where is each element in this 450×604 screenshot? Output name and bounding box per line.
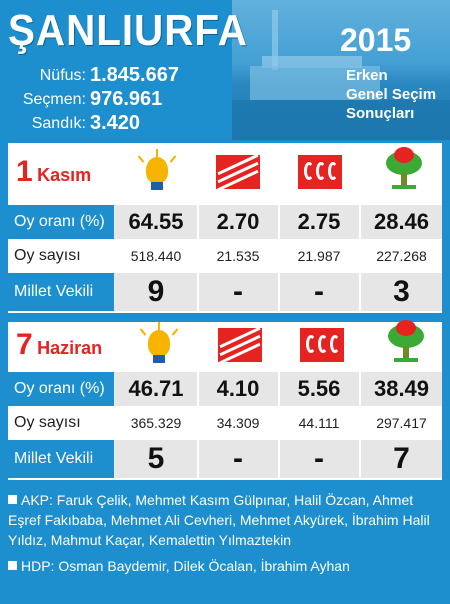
mps-row-label: Millet Vekili [8,440,114,478]
header: ŞANLIURFA 2015 Erken Genel Seçim Sonuçla… [0,0,450,140]
mhp-crescents-icon [292,322,352,368]
mps-cell: 7 [393,442,410,475]
party-logo-row: 1 Kasım [8,143,442,201]
votes-cell: 21.535 [216,248,260,264]
mhp-crescents-icon [290,149,350,195]
hdp-tree-icon [374,147,434,193]
date-label-kasim: 1 Kasım [16,155,92,188]
stat-population: Nüfus: 1.845.667 [39,64,179,86]
share-row: Oy oranı (%) 64.55 2.70 2.75 28.46 [8,205,442,239]
votes-row: Oy sayısı 518.440 21.535 21.987 227.268 [8,241,442,271]
share-cell: 4.10 [216,376,260,401]
votes-cell: 21.987 [297,248,341,264]
election-year: 2015 [340,22,412,58]
city-photo [232,0,450,140]
city-stats: Nüfus: 1.845.667 Seçmen: 976.961 Sandık:… [14,64,214,136]
share-cell: 38.49 [373,376,430,401]
votes-cell: 227.268 [376,248,427,264]
city-title: ŞANLIURFA [8,6,248,55]
share-cell: 28.46 [373,209,430,234]
bullet-square-icon [8,495,17,504]
mps-row-label: Millet Vekili [8,273,114,311]
mps-cell: 5 [147,442,165,475]
results-panel-haziran: 7 Haziran Oy oranı (%) 46.71 4.10 5.56 3… [8,320,442,480]
akp-mps-list: AKP: Faruk Çelik, Mehmet Kasım Gülpınar,… [8,492,430,548]
share-cell: 5.56 [297,376,341,401]
mps-cell: - [233,275,243,308]
share-cell: 46.71 [128,376,184,401]
results-panel-kasim: 1 Kasım Oy oranı (%) 64.55 2.70 2.75 28.… [8,143,442,313]
chp-arrows-icon [210,322,270,368]
date-label-haziran: 7 Haziran [16,328,103,361]
mps-cell: - [314,275,324,308]
stat-voters: Seçmen: 976.961 [22,88,163,110]
party-logo-row: 7 Haziran [8,320,442,370]
votes-cell: 34.309 [216,415,260,431]
votes-row-label: Oy sayısı [8,408,114,438]
votes-cell: 44.111 [298,415,340,431]
mps-cell: - [314,442,324,475]
mps-row: Millet Vekili 9 - - 3 [8,273,442,311]
votes-cell: 365.329 [130,415,182,431]
akp-bulb-icon [126,149,186,195]
votes-cell: 518.440 [130,248,182,264]
votes-cell: 297.417 [376,415,427,431]
mps-cell: 3 [393,275,410,308]
votes-row-label: Oy sayısı [8,241,114,271]
share-cell: 2.70 [216,209,260,234]
election-subtitle: Erken Genel Seçim Sonuçları [346,67,437,122]
share-cell: 64.55 [128,209,184,234]
stat-ballot-boxes: Sandık: 3.420 [31,112,141,134]
mps-row: Millet Vekili 5 - - 7 [8,440,442,478]
akp-bulb-icon [128,322,188,368]
hdp-mps-list: HDP: Osman Baydemir, Dilek Öcalan, İbrah… [8,556,442,576]
bullet-square-icon [8,561,17,570]
votes-row: Oy sayısı 365.329 34.309 44.111 297.417 [8,408,442,438]
share-row-label: Oy oranı (%) [8,205,114,239]
hdp-tree-icon [376,320,436,366]
elected-mps-footer: AKP: Faruk Çelik, Mehmet Kasım Gülpınar,… [0,482,450,604]
chp-arrows-icon [208,149,268,195]
share-row: Oy oranı (%) 46.71 4.10 5.56 38.49 [8,372,442,406]
mps-cell: - [233,442,243,475]
mps-cell: 9 [147,275,165,308]
share-cell: 2.75 [297,209,341,234]
share-row-label: Oy oranı (%) [8,372,114,406]
